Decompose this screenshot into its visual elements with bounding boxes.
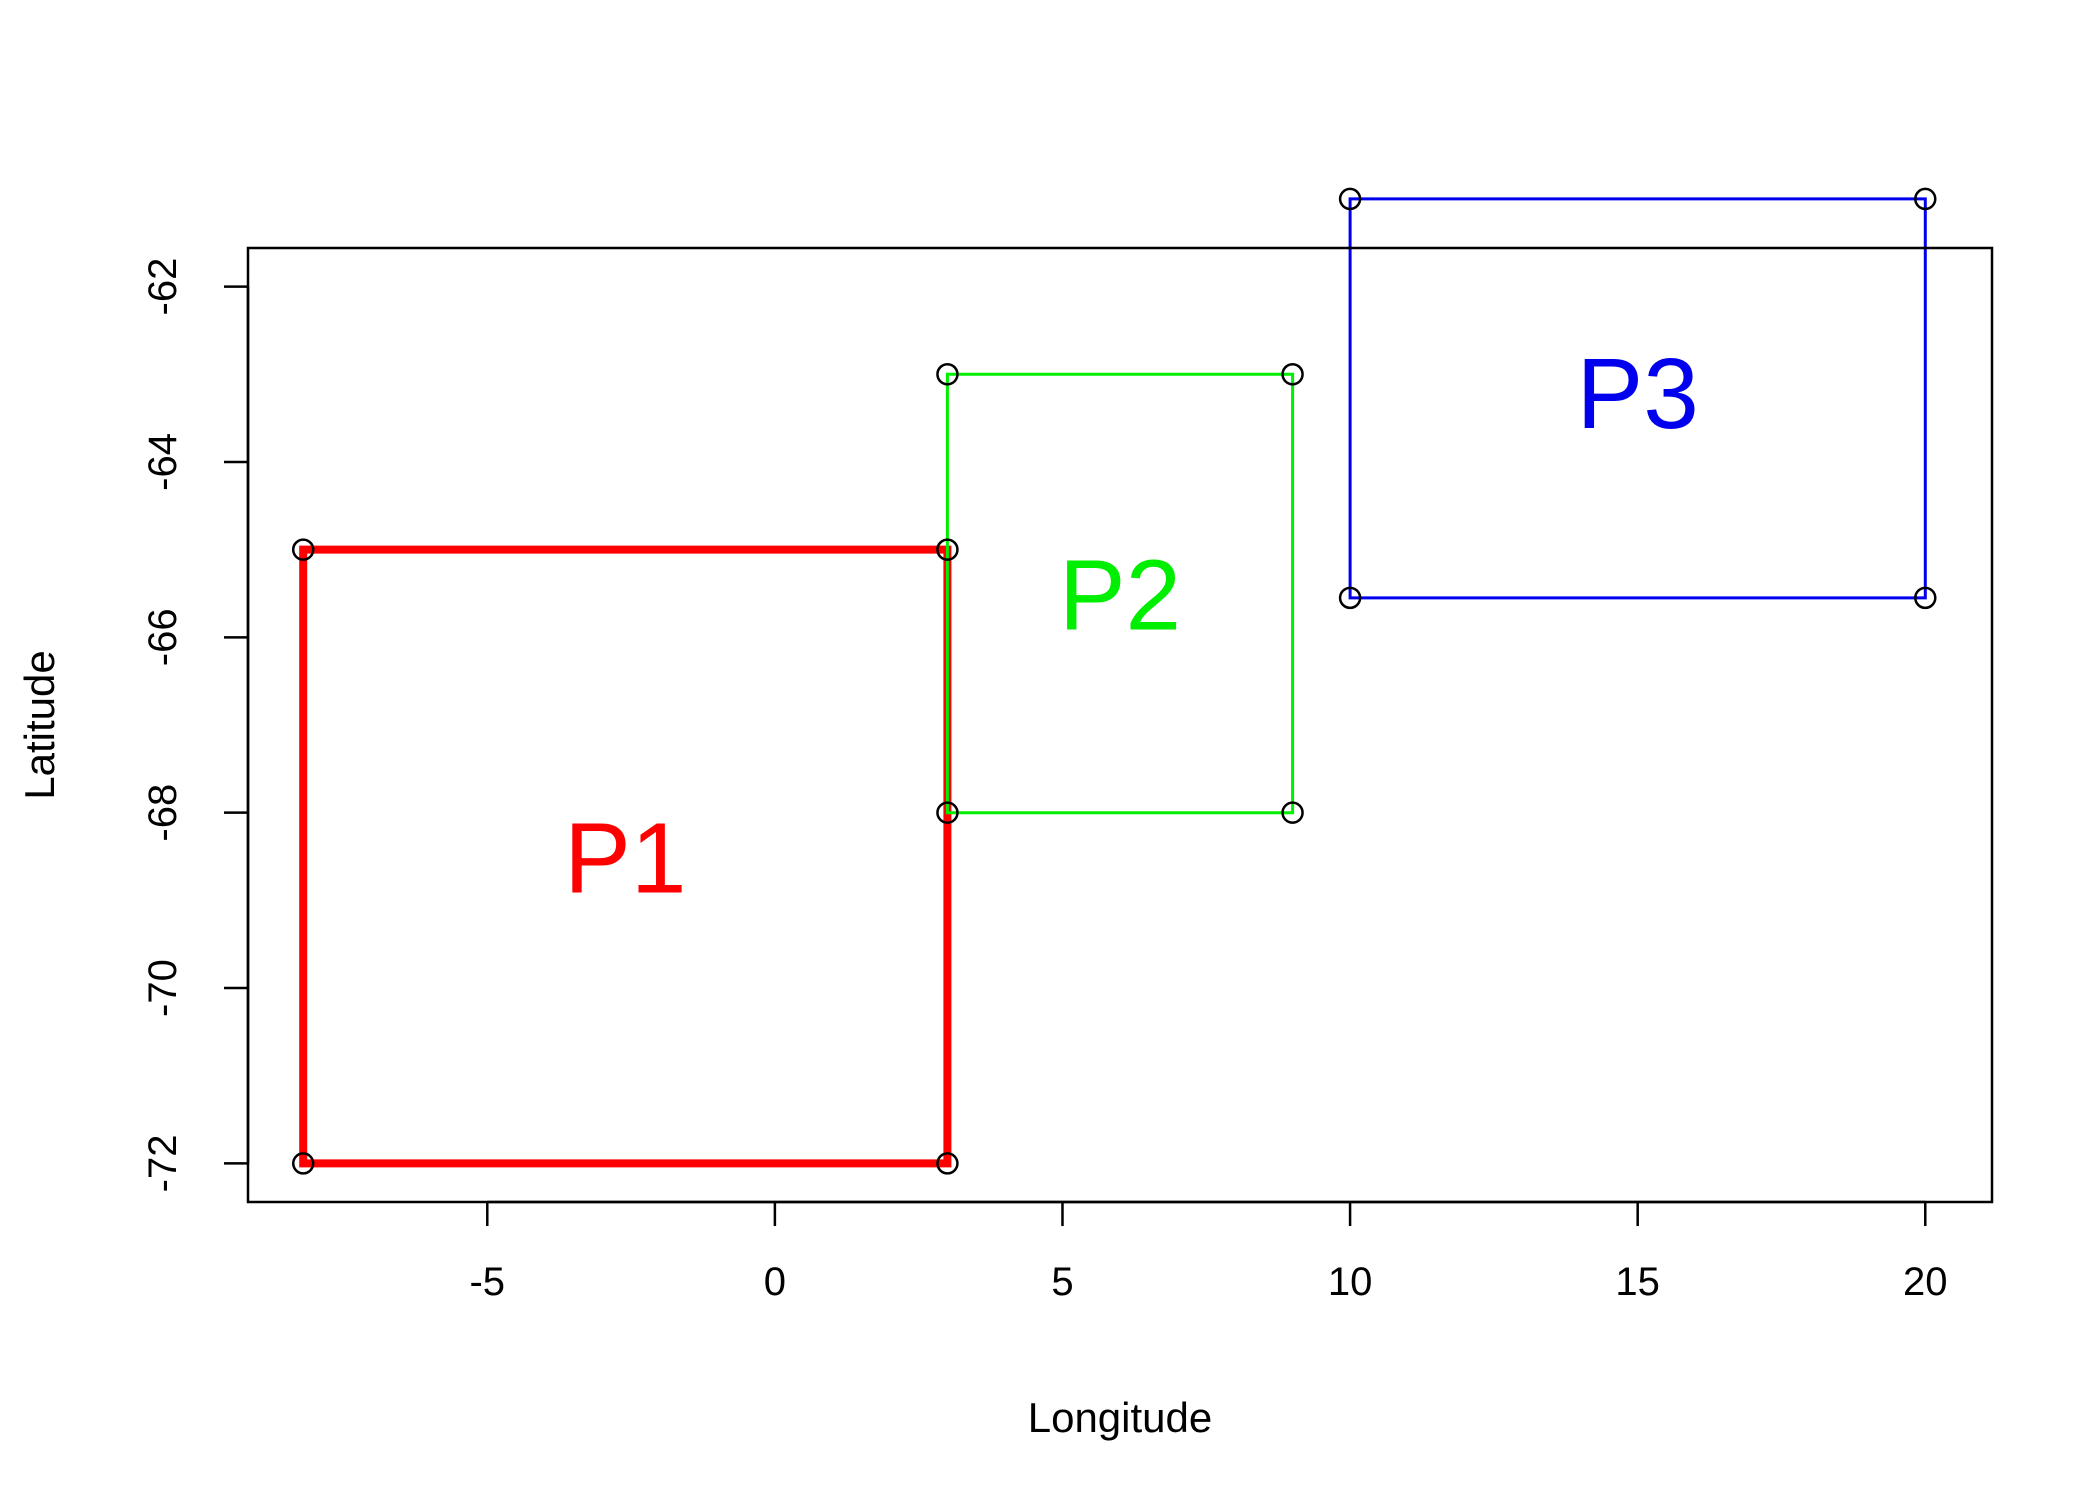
vertex-layer <box>291 187 1937 1175</box>
vertex-point-p2-2 <box>936 363 959 386</box>
x-tick-label: 20 <box>1903 1260 1948 1304</box>
vertex-point-p2-4 <box>1281 801 1304 824</box>
vertex-point-p2-3 <box>1281 363 1304 386</box>
y-axis: -72 -70 -68 -66 -64 -62 <box>141 258 250 1193</box>
x-tick-label: 5 <box>1051 1260 1073 1304</box>
y-tick-label: -64 <box>141 433 185 491</box>
x-tick-label: -5 <box>469 1260 505 1304</box>
y-tick-label: -68 <box>141 784 185 842</box>
x-axis-title: Longitude <box>1028 1394 1213 1441</box>
polygon-layer <box>299 197 1927 1168</box>
y-tick-label: -62 <box>141 258 185 316</box>
vertex-point-p1-1 <box>291 1152 315 1175</box>
polygon-p2 <box>945 372 1295 815</box>
vertex-point-p1-3 <box>936 538 959 561</box>
polygon-label-p3: P3 <box>1577 338 1699 450</box>
polygon-label-layer: P1 P2 P3 <box>564 338 1699 915</box>
vertex-point-p3-4 <box>1914 586 1937 610</box>
y-tick-label: -70 <box>141 959 185 1017</box>
y-tick-label: -66 <box>141 608 185 666</box>
x-tick-label: 0 <box>764 1260 786 1304</box>
vertex-point-p3-2 <box>1338 187 1362 211</box>
vertex-point-p3-1 <box>1338 586 1362 610</box>
vertex-point-p2-1 <box>936 801 959 824</box>
y-tick-label: -72 <box>141 1135 185 1193</box>
polygon-label-p1: P1 <box>564 803 686 915</box>
x-tick-label: 15 <box>1615 1260 1660 1304</box>
x-tick-label: 10 <box>1328 1260 1373 1304</box>
vertex-point-p1-2 <box>291 538 315 561</box>
y-axis-title: Latitude <box>16 650 63 799</box>
polygon-label-p2: P2 <box>1059 539 1181 651</box>
vertex-point-p3-3 <box>1914 187 1937 211</box>
vertex-point-p1-4 <box>936 1152 959 1175</box>
plot-frame <box>246 246 1994 1204</box>
polygon-p3 <box>1348 197 1927 600</box>
x-axis: -5 0 5 10 15 20 <box>469 1200 1948 1304</box>
